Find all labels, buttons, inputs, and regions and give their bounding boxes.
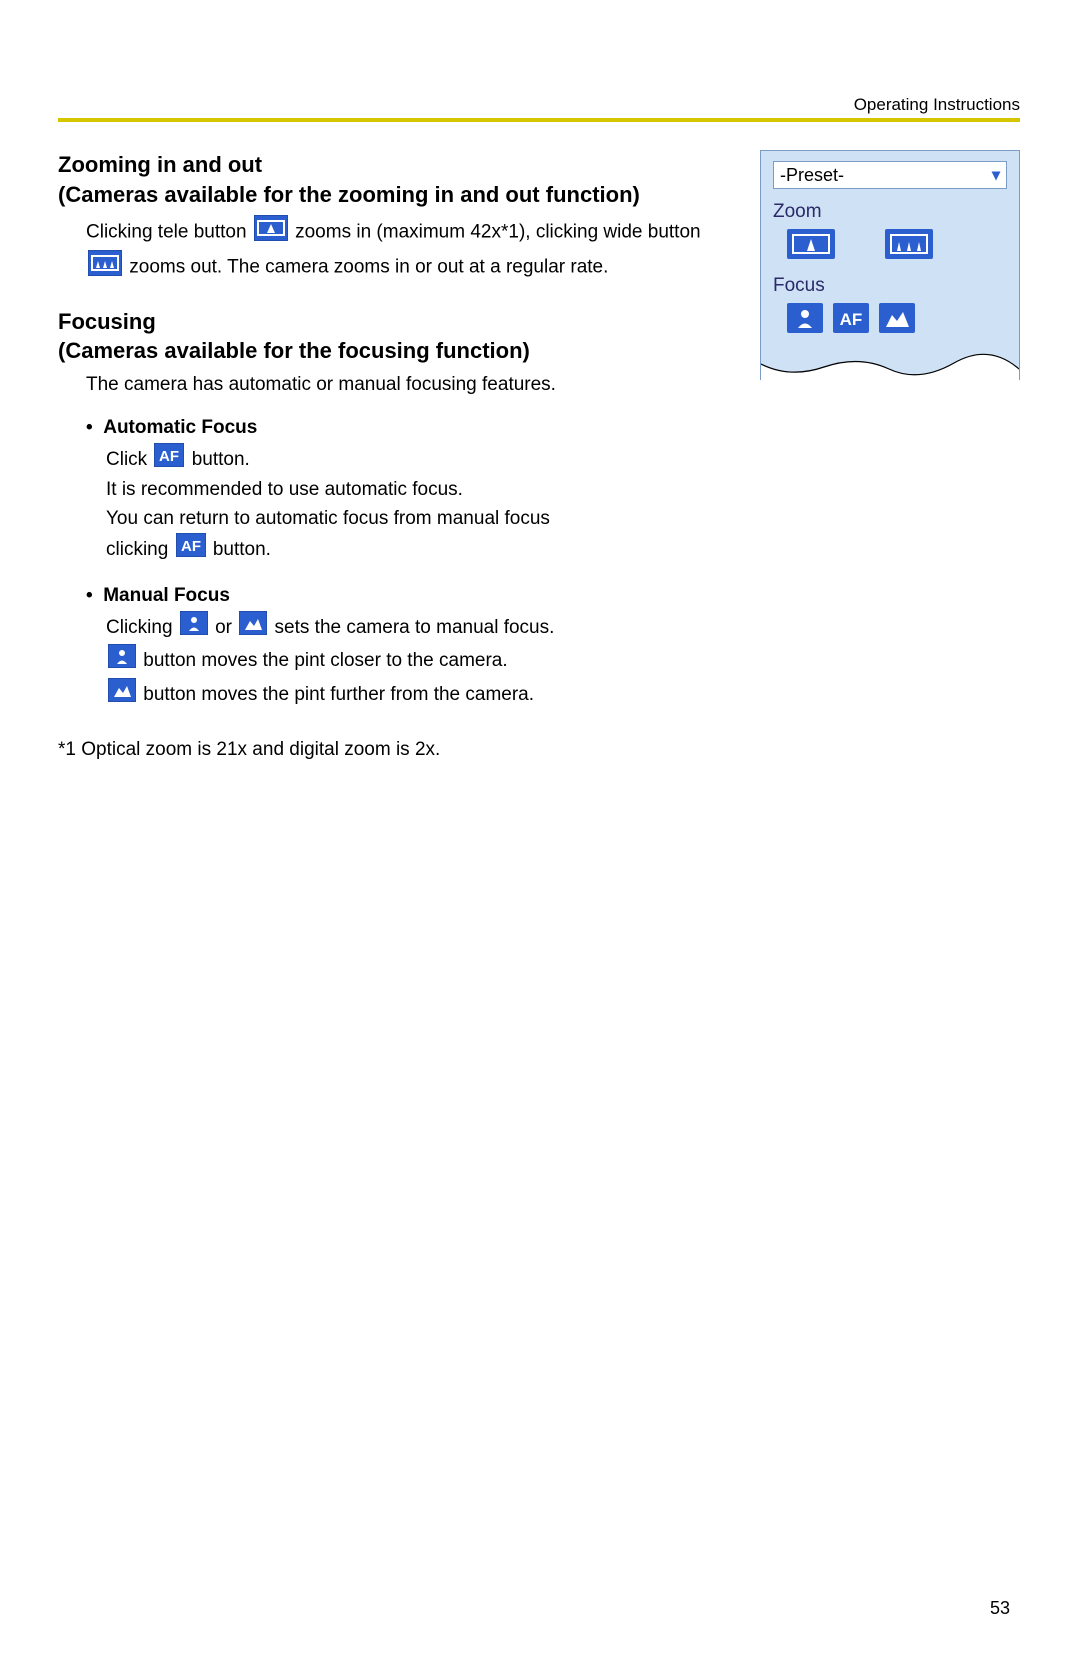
zoom-tele-button[interactable] bbox=[787, 229, 835, 259]
focus-label: Focus bbox=[773, 275, 1007, 297]
af-icon: AF bbox=[176, 533, 206, 567]
svg-text:AF: AF bbox=[159, 448, 179, 465]
chevron-down-icon: ▾ bbox=[992, 165, 1000, 185]
zoom-wide-button[interactable] bbox=[885, 229, 933, 259]
torn-edge bbox=[760, 353, 1019, 380]
footnote: *1 Optical zoom is 21x and digital zoom … bbox=[58, 739, 740, 761]
focus-near-button[interactable] bbox=[787, 303, 823, 333]
auto-focus-body: Click AF button. It is recommended to us… bbox=[106, 443, 740, 567]
focus-far-button[interactable] bbox=[879, 303, 915, 333]
preset-select[interactable]: -Preset- ▾ bbox=[773, 161, 1007, 189]
svg-text:AF: AF bbox=[181, 538, 201, 555]
manual-focus-body: Clicking or sets the camera to manual fo… bbox=[106, 611, 740, 712]
preset-select-label: -Preset- bbox=[780, 165, 844, 186]
focus-intro: The camera has automatic or manual focus… bbox=[86, 372, 740, 399]
af-icon: AF bbox=[154, 443, 184, 477]
focus-near-icon bbox=[108, 644, 136, 678]
header-right: Operating Instructions bbox=[854, 95, 1020, 115]
focus-af-button[interactable]: AF bbox=[833, 303, 869, 333]
zoom-label: Zoom bbox=[773, 201, 1007, 223]
focus-near-icon bbox=[180, 611, 208, 645]
control-panel: -Preset- ▾ Zoom Focus AF bbox=[760, 150, 1020, 380]
svg-text:AF: AF bbox=[840, 310, 863, 329]
heading-focus: Focusing (Cameras available for the focu… bbox=[58, 307, 740, 366]
auto-focus-title: • Automatic Focus bbox=[86, 417, 740, 439]
focus-far-icon bbox=[108, 678, 136, 712]
focus-far-icon bbox=[239, 611, 267, 645]
page-number: 53 bbox=[990, 1598, 1010, 1619]
tele-icon bbox=[254, 215, 288, 250]
wide-icon bbox=[88, 250, 122, 285]
heading-zoom: Zooming in and out (Cameras available fo… bbox=[58, 150, 740, 209]
zoom-paragraph: Clicking tele button zooms in (maximum 4… bbox=[86, 215, 740, 284]
divider bbox=[58, 118, 1020, 122]
manual-focus-title: • Manual Focus bbox=[86, 585, 740, 607]
